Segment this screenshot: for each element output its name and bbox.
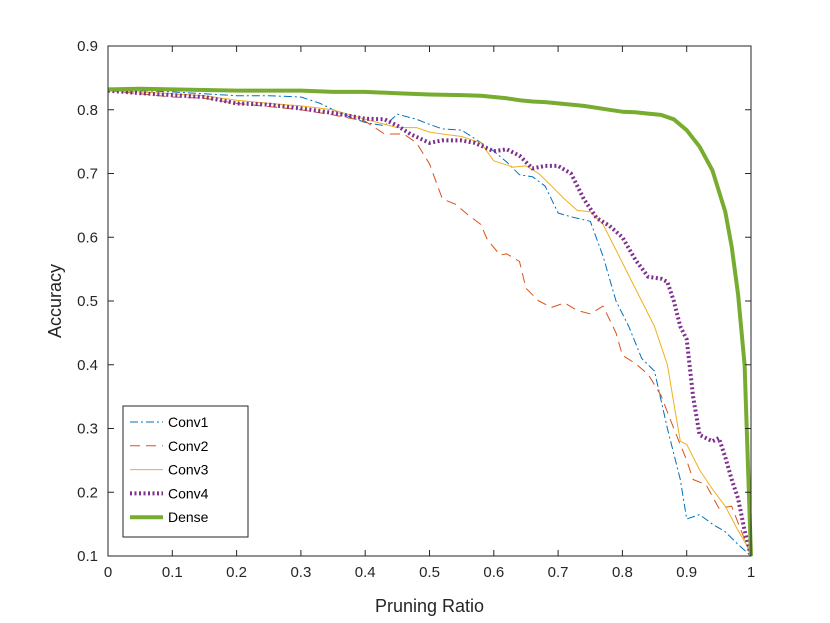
y-tick-label: 0.2 — [77, 484, 98, 501]
y-tick-label: 0.8 — [77, 102, 98, 119]
y-tick-label: 0.6 — [77, 229, 98, 246]
series-layer — [107, 86, 753, 557]
legend-label-conv2: Conv2 — [168, 438, 209, 454]
y-axis-title: Accuracy — [45, 264, 65, 338]
x-tick-label: 0.1 — [162, 564, 183, 581]
y-tick-label: 0.7 — [77, 166, 98, 183]
series-line-conv1 — [108, 90, 752, 557]
series-line-conv3 — [107, 90, 752, 554]
legend-label-dense: Dense — [168, 509, 209, 525]
legend: Conv1 Conv2 Conv3 Conv4 Dense — [122, 405, 249, 538]
x-tick-label: 0.8 — [612, 564, 633, 581]
legend-label-conv4: Conv4 — [168, 485, 209, 501]
x-tick-label: 0.3 — [290, 564, 311, 581]
y-tick-label: 0.1 — [77, 548, 98, 565]
x-tick-label: 0 — [104, 564, 112, 581]
y-tick-label: 0.9 — [77, 38, 98, 55]
x-tick-label: 0.9 — [676, 564, 697, 581]
legend-box — [122, 405, 249, 538]
x-tick-label: 1 — [747, 564, 755, 581]
x-tick-label: 0.4 — [355, 564, 376, 581]
x-tick-label: 0.7 — [548, 564, 569, 581]
x-axis-title: Pruning Ratio — [375, 596, 484, 616]
series-line-conv4 — [107, 88, 753, 557]
y-tick-label: 0.3 — [77, 421, 98, 438]
legend-label-conv1: Conv1 — [168, 414, 209, 430]
x-tick-label: 0.2 — [226, 564, 247, 581]
legend-label-conv3: Conv3 — [168, 462, 209, 478]
series-line-conv2 — [107, 90, 752, 557]
y-tick-label: 0.4 — [77, 357, 98, 374]
x-tick-label: 0.6 — [483, 564, 504, 581]
ticks-layer: 0 0.1 0.2 0.3 0.4 0.5 0.6 0.7 0.8 0.9 1 0.1 0.2 0.3 0.… — [77, 38, 755, 581]
series-line-dense — [107, 86, 753, 557]
y-tick-label: 0.5 — [77, 293, 98, 310]
x-tick-label: 0.5 — [419, 564, 440, 581]
